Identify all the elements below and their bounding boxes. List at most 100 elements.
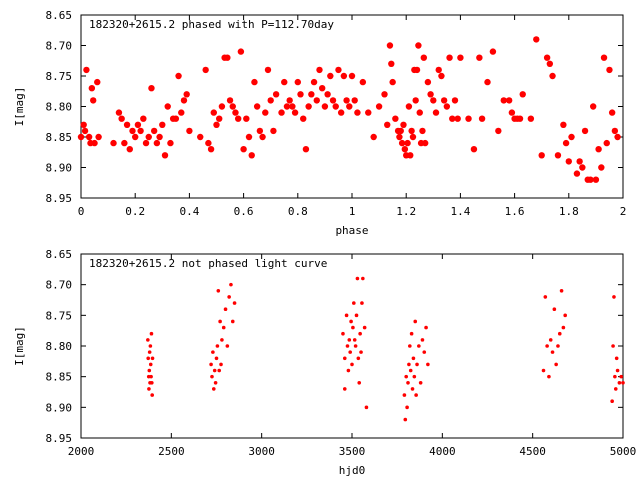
data-point bbox=[150, 356, 155, 361]
data-point bbox=[356, 356, 361, 361]
y-tick-label: 8.95 bbox=[46, 432, 73, 445]
data-point bbox=[351, 97, 358, 104]
data-point bbox=[543, 295, 548, 299]
data-point bbox=[251, 78, 258, 86]
data-point bbox=[361, 276, 365, 281]
data-point bbox=[410, 387, 415, 391]
data-point bbox=[489, 48, 497, 55]
data-point bbox=[568, 133, 575, 141]
data-point bbox=[401, 146, 409, 153]
data-point bbox=[77, 133, 85, 141]
data-point bbox=[348, 350, 352, 354]
data-point bbox=[430, 97, 437, 104]
data-point bbox=[550, 350, 555, 354]
data-point bbox=[243, 115, 250, 122]
data-point bbox=[115, 109, 123, 116]
y-tick-label: 8.90 bbox=[46, 401, 73, 414]
data-point bbox=[229, 282, 233, 287]
y-tick-label: 8.70 bbox=[46, 40, 73, 53]
data-points bbox=[77, 36, 621, 183]
data-point bbox=[581, 127, 589, 135]
tick-marks bbox=[80, 14, 624, 199]
y-tick-label: 8.80 bbox=[46, 101, 73, 114]
data-point bbox=[435, 66, 442, 74]
unphased-light-curve-panel: 2000 2500 3000 3500 4000 4500 5000 8.65 8.70 8.75… bbox=[13, 248, 636, 477]
data-point bbox=[167, 139, 174, 147]
data-point bbox=[562, 139, 570, 147]
data-point bbox=[589, 103, 597, 110]
data-point bbox=[197, 133, 204, 141]
x-tick-label: 2000 bbox=[68, 445, 95, 458]
data-point bbox=[427, 91, 434, 98]
data-point bbox=[215, 344, 220, 348]
data-point bbox=[148, 85, 155, 92]
data-point bbox=[156, 133, 163, 141]
data-point bbox=[313, 97, 320, 104]
y-axis-label: I[mag] bbox=[13, 326, 26, 366]
data-point bbox=[180, 97, 188, 104]
data-point bbox=[545, 344, 549, 348]
data-point bbox=[186, 127, 193, 135]
data-point bbox=[150, 127, 158, 135]
data-point bbox=[283, 103, 291, 110]
data-point bbox=[411, 356, 416, 361]
data-point bbox=[132, 133, 139, 141]
data-point bbox=[227, 295, 231, 299]
data-point bbox=[587, 176, 594, 183]
data-point bbox=[359, 350, 363, 354]
data-point bbox=[519, 91, 526, 98]
data-point bbox=[148, 362, 153, 367]
data-point bbox=[608, 109, 616, 116]
data-point bbox=[234, 115, 242, 122]
y-tick-label: 8.95 bbox=[46, 192, 73, 205]
data-point bbox=[80, 121, 87, 128]
data-point bbox=[560, 121, 567, 128]
data-point bbox=[422, 350, 427, 354]
data-point bbox=[404, 374, 409, 379]
x-tick-label: 1.8 bbox=[559, 205, 579, 218]
data-point bbox=[573, 170, 581, 177]
data-point bbox=[137, 127, 144, 135]
data-point bbox=[352, 338, 357, 342]
data-point bbox=[408, 127, 415, 135]
data-point bbox=[443, 103, 451, 110]
data-point bbox=[384, 121, 391, 128]
data-point bbox=[359, 78, 367, 86]
data-point bbox=[324, 91, 331, 98]
data-point bbox=[211, 350, 215, 354]
data-point bbox=[386, 42, 394, 49]
x-tick-label: 4500 bbox=[519, 445, 546, 458]
data-point bbox=[365, 109, 372, 116]
x-tick-label: 3000 bbox=[248, 445, 275, 458]
data-point bbox=[153, 139, 161, 147]
x-tick-label: 2500 bbox=[158, 445, 185, 458]
data-point bbox=[219, 362, 223, 367]
data-point bbox=[183, 91, 190, 98]
data-point bbox=[270, 127, 277, 135]
data-point bbox=[294, 78, 301, 86]
data-point bbox=[209, 362, 213, 367]
x-tick-label: 0.6 bbox=[234, 205, 254, 218]
data-point bbox=[355, 276, 360, 281]
x-tick-label: 0.4 bbox=[179, 205, 199, 218]
data-point bbox=[362, 325, 367, 330]
data-point bbox=[329, 97, 337, 104]
data-point bbox=[253, 103, 261, 110]
x-tick-label: 4000 bbox=[429, 445, 456, 458]
data-point bbox=[552, 307, 557, 312]
data-point bbox=[229, 103, 236, 110]
data-point bbox=[213, 121, 220, 128]
y-axis-label: I[mag] bbox=[13, 87, 26, 127]
data-point bbox=[360, 301, 364, 305]
data-point bbox=[225, 344, 230, 348]
data-point bbox=[559, 289, 564, 293]
data-point bbox=[404, 139, 411, 147]
data-point bbox=[402, 393, 407, 397]
data-point bbox=[349, 319, 353, 324]
data-point bbox=[210, 374, 214, 379]
data-point bbox=[614, 133, 621, 141]
data-point bbox=[332, 103, 339, 110]
data-point bbox=[470, 146, 478, 153]
data-point bbox=[202, 66, 209, 74]
data-point bbox=[318, 85, 326, 92]
